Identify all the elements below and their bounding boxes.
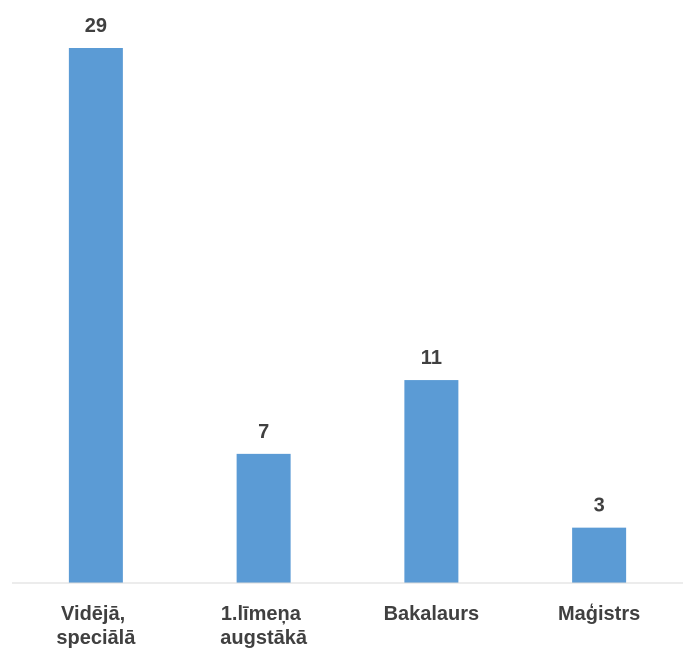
- bar: [572, 527, 627, 583]
- x-tick-label: Bakalaurs: [384, 603, 480, 625]
- data-label: 3: [594, 495, 605, 517]
- data-label: 11: [421, 347, 442, 369]
- x-tick-label: Vidējā, speciālā: [56, 603, 136, 649]
- bar: [68, 48, 123, 583]
- x-tick-label-line: Bakalaurs: [384, 603, 480, 625]
- bar: [236, 453, 291, 583]
- x-tick-label-line: Maģistrs: [558, 603, 640, 625]
- x-tick-label-line: Vidējā,: [61, 603, 131, 625]
- x-tick-label-line: augstākā: [220, 627, 308, 649]
- data-label: 29: [85, 15, 107, 37]
- x-tick-label-line: speciālā: [56, 627, 136, 649]
- data-label: 7: [258, 421, 269, 443]
- x-tick-label-line: 1.līmeņa: [221, 603, 307, 625]
- bar: [404, 380, 459, 583]
- x-tick-label: 1.līmeņa augstākā: [220, 603, 308, 649]
- x-tick-label: Maģistrs: [558, 603, 640, 625]
